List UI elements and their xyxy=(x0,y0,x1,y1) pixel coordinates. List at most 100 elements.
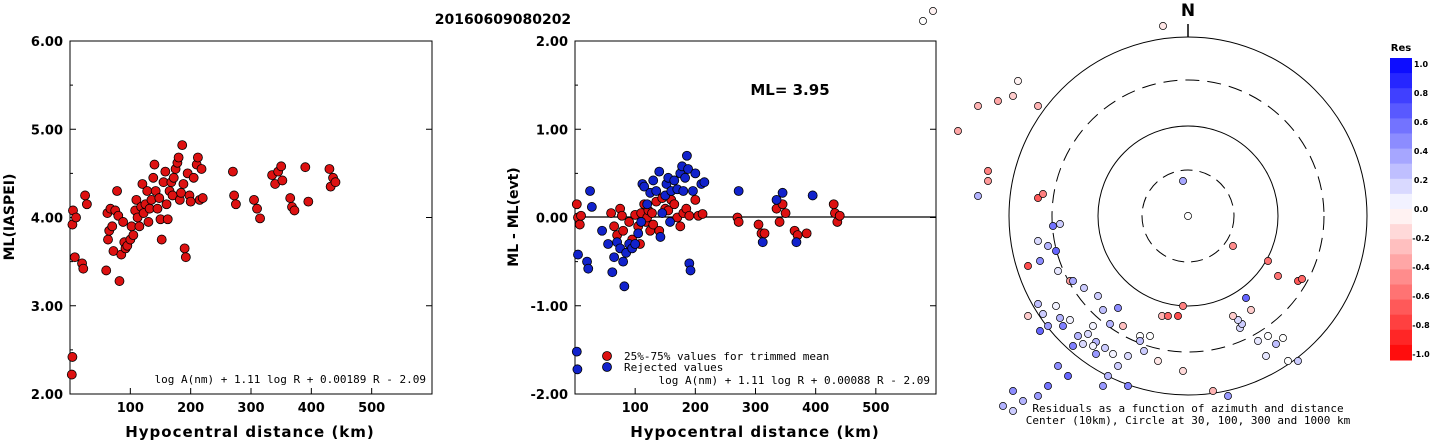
left-point xyxy=(161,199,172,210)
colorbar-cell xyxy=(1390,178,1412,195)
polar-point xyxy=(1179,302,1187,310)
residual-point-rejected xyxy=(603,239,613,249)
residual-point-used xyxy=(684,210,695,221)
polar-point xyxy=(1039,310,1047,318)
colorbar-label: -0.4 xyxy=(1412,263,1430,272)
left-xtick-label: 300 xyxy=(237,401,264,416)
left-point xyxy=(168,172,179,183)
polar-point xyxy=(994,97,1002,105)
colorbar-cell xyxy=(1390,284,1412,301)
polar-point xyxy=(1254,337,1262,345)
left-point xyxy=(142,186,153,196)
polar-point xyxy=(1174,312,1182,320)
polar-point xyxy=(1044,242,1052,250)
legend-rejected-label: Rejected values xyxy=(624,361,723,374)
residual-point-rejected xyxy=(791,237,802,248)
polar-point xyxy=(1069,342,1077,350)
residual-point-rejected xyxy=(699,177,710,188)
polar-point xyxy=(1184,212,1192,220)
polar-point xyxy=(1036,257,1044,265)
residual-point-used xyxy=(617,210,627,221)
polar-point xyxy=(1164,312,1172,320)
residual-xtick-label: 500 xyxy=(862,401,889,416)
residual-point-rejected xyxy=(657,208,668,218)
left-point xyxy=(112,186,122,196)
residual-xtick-label: 400 xyxy=(802,401,829,416)
polar-point xyxy=(1294,357,1302,365)
residual-point-rejected xyxy=(690,168,701,179)
residual-point-rejected xyxy=(678,186,689,196)
polar-point xyxy=(1146,332,1154,340)
left-point xyxy=(148,172,159,183)
residual-point-used xyxy=(675,221,686,232)
polar-point xyxy=(999,402,1007,410)
left-point xyxy=(162,214,173,225)
colorbar-label: 0.0 xyxy=(1414,205,1429,214)
left-point xyxy=(300,162,311,173)
left-point xyxy=(180,252,191,263)
colorbar-cell xyxy=(1390,329,1412,346)
left-point xyxy=(118,217,128,227)
residual-point-used xyxy=(834,210,845,221)
residual-point-rejected xyxy=(639,181,650,192)
residual-point-used xyxy=(647,208,657,218)
colorbar-cell xyxy=(1390,73,1412,89)
colorbar-cell xyxy=(1390,344,1412,361)
polar-point xyxy=(1089,322,1097,330)
left-point xyxy=(80,190,90,201)
polar-point xyxy=(929,7,937,15)
residual-point-used xyxy=(801,228,812,239)
polar-point xyxy=(1229,312,1237,320)
colorbar-cell xyxy=(1390,88,1412,104)
polar-point xyxy=(1024,262,1032,270)
residual-plot: -2.00 -1.00 0.00 1.00 2.00 100 200 300 400 500 ML… xyxy=(506,35,937,441)
polar-point xyxy=(1064,372,1072,380)
polar-point xyxy=(1264,257,1272,265)
residual-point-used xyxy=(759,228,770,239)
polar-point xyxy=(1034,102,1042,110)
polar-point xyxy=(1089,342,1097,350)
residual-formula: log A(nm) + 1.11 log R + 0.00088 R - 2.0… xyxy=(658,374,930,387)
polar-point xyxy=(1124,352,1132,360)
colorbar-labels: 1.0 0.8 0.6 0.4 0.2 0.0 -0.2 -0.4 -0.6 -0.8 -1.0 xyxy=(1412,60,1430,359)
legend-rejected-marker xyxy=(602,362,612,372)
left-point xyxy=(188,172,199,183)
residual-point-rejected xyxy=(665,217,675,227)
circle-1000km xyxy=(1008,36,1368,396)
polar-point xyxy=(1279,334,1287,342)
left-point xyxy=(71,212,81,223)
polar-point xyxy=(1009,387,1017,395)
left-plot: 2.00 3.00 4.00 5.00 6.00 100 200 300 400 500 ML(I… xyxy=(2,35,433,441)
residual-point-used xyxy=(606,208,616,218)
left-point xyxy=(330,177,341,188)
left-point xyxy=(303,196,314,207)
residual-point-rejected xyxy=(682,150,692,161)
residual-point-rejected xyxy=(777,187,788,198)
polar-point xyxy=(1044,382,1052,390)
colorbar-label: -0.8 xyxy=(1412,321,1430,330)
left-data-points xyxy=(66,140,341,380)
polar-point xyxy=(1092,350,1100,358)
residual-point-rejected xyxy=(636,217,647,227)
left-point xyxy=(227,166,238,177)
colorbar-label: 0.2 xyxy=(1414,176,1428,185)
colorbar-cell xyxy=(1390,269,1412,285)
residual-xtick-label: 300 xyxy=(742,401,769,416)
polar-point xyxy=(1114,362,1122,370)
residual-xlabel: Hypocentral distance (km) xyxy=(630,423,880,441)
left-point xyxy=(114,276,125,286)
left-point xyxy=(176,187,186,198)
residual-ytick-label: -2.00 xyxy=(531,388,568,403)
colorbar-cell xyxy=(1390,239,1412,255)
polar-point xyxy=(984,177,992,185)
north-label: N xyxy=(1181,1,1195,21)
polar-point xyxy=(1079,340,1087,348)
colorbar-label: 0.6 xyxy=(1414,118,1429,127)
residual-point-used xyxy=(574,219,585,230)
left-point xyxy=(134,221,145,232)
residual-ytick-label: 1.00 xyxy=(536,123,568,138)
polar-point xyxy=(1247,306,1255,314)
polar-point xyxy=(1059,322,1067,330)
polar-point xyxy=(1106,320,1114,328)
